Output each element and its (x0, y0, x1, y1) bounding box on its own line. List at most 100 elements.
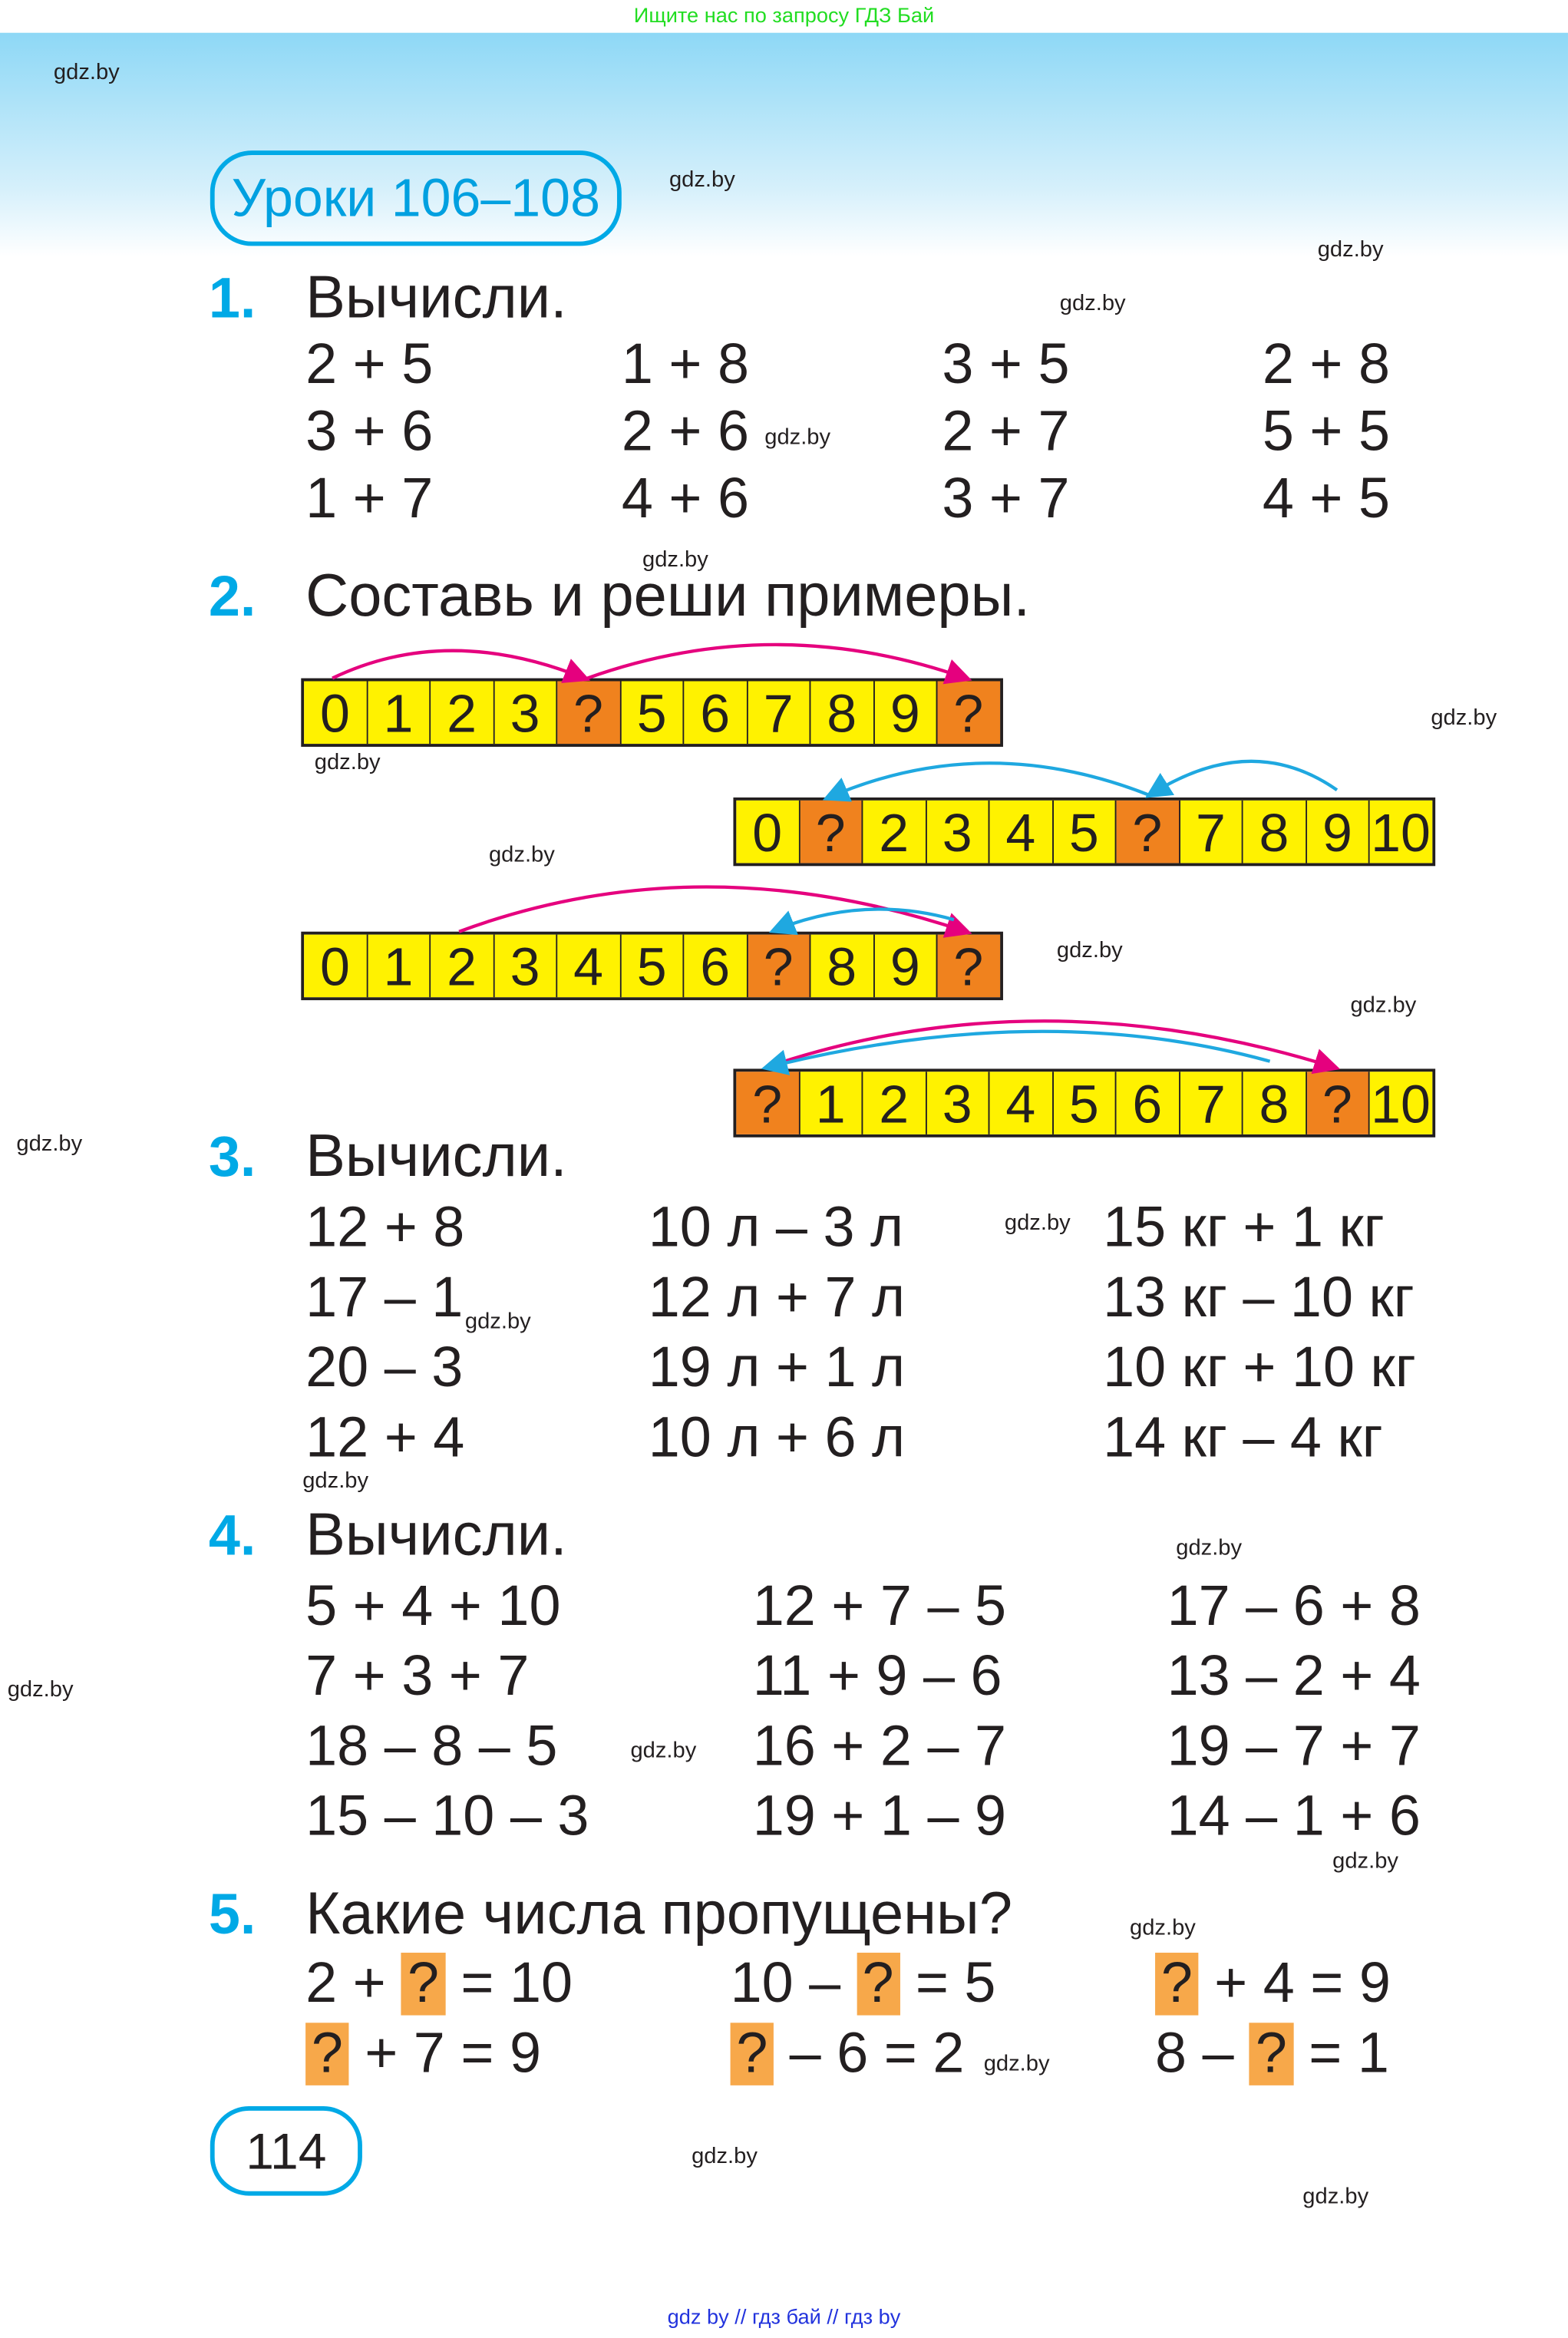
number-cell: 10 (1369, 800, 1432, 864)
watermark: gdz.by (53, 59, 120, 85)
missing-number-equation: 10 – ? = 5 (731, 1951, 996, 2016)
missing-number-equation: ? – 6 = 2 (730, 2021, 964, 2086)
arrow-magenta (586, 642, 972, 685)
number-cell: 2 (431, 681, 494, 745)
number-cell: 3 (926, 800, 990, 864)
watermark: gdz.by (668, 167, 735, 193)
watermark: gdz.by (1004, 1210, 1071, 1236)
task-3-number: 3. (208, 1127, 256, 1190)
watermark: gdz.by (1056, 937, 1123, 963)
number-cell: 2 (863, 1072, 926, 1134)
arrow-magenta (332, 649, 591, 683)
missing-number-equation: ? + 7 = 9 (305, 2021, 541, 2086)
exercise: 12 + 7 – 5 (752, 1575, 1007, 1639)
missing-number-box[interactable]: ? (856, 1953, 900, 2016)
exercise: 15 кг + 1 кг (1103, 1197, 1385, 1260)
number-cell: 3 (494, 934, 558, 998)
watermark: gdz.by (1332, 1848, 1398, 1874)
watermark: gdz.by (7, 1676, 74, 1702)
watermark: gdz.by (464, 1309, 531, 1335)
task-1-heading: Вычисли. (305, 265, 567, 332)
arrow-cyan (1145, 759, 1339, 798)
ad-banner-top[interactable]: Ищите нас по запросу ГДЗ Бай (633, 2, 935, 27)
number-cell: 9 (873, 934, 938, 998)
number-line: ? 1 2 3 4 5 6 7 8? 10 (733, 1068, 1435, 1138)
task-5-heading: Какие числа пропущены? (305, 1881, 1013, 1947)
number-cell: 3 (926, 1072, 990, 1134)
exercise: 12 л + 7 л (648, 1266, 906, 1330)
exercise: 2 + 5 (305, 334, 434, 397)
watermark: gdz.by (692, 2143, 758, 2169)
exercise: 14 – 1 + 6 (1167, 1785, 1421, 1849)
missing-number-cell: ? (799, 800, 863, 864)
number-cell: 0 (736, 800, 800, 864)
missing-number-cell: ? (747, 934, 811, 998)
ad-banner-bottom[interactable]: gdz by // гдз бай // гдз by (667, 2304, 901, 2329)
missing-number-cell: ? (937, 681, 1000, 745)
exercise: 5 + 5 (1262, 401, 1391, 464)
exercise: 12 + 8 (305, 1197, 465, 1260)
watermark: gdz.by (630, 1738, 697, 1764)
watermark: gdz.by (1059, 290, 1126, 316)
jump-arrows (332, 642, 1341, 1075)
exercise: 4 + 6 (621, 467, 750, 531)
missing-number-cell: ? (736, 1072, 800, 1134)
exercise: 14 кг – 4 кг (1103, 1407, 1383, 1470)
watermark: gdz.by (1130, 1915, 1196, 1941)
number-cell: 6 (684, 934, 748, 998)
equation-part: = 1 (1292, 2023, 1389, 2085)
missing-number-box[interactable]: ? (401, 1953, 445, 2016)
exercise: 17 – 1 (305, 1266, 464, 1330)
number-cell: 1 (367, 681, 431, 745)
exercise: 2 + 7 (942, 401, 1070, 464)
number-cell: 8 (1243, 1072, 1307, 1134)
number-line: 0 1 2 3? 5 6 7 8 9? (301, 678, 1002, 747)
number-cell: 9 (1306, 800, 1370, 864)
number-cell: 1 (367, 934, 431, 998)
page-number: 114 (210, 2106, 362, 2196)
number-cell: 6 (1116, 1072, 1180, 1134)
missing-number-box[interactable]: ? (1249, 2023, 1293, 2085)
missing-number-cell: ? (557, 681, 621, 745)
number-line: 0 1 2 3 4 5 6? 8 9? (301, 931, 1002, 1001)
exercise: 19 – 7 + 7 (1167, 1716, 1421, 1778)
number-cell: 4 (557, 934, 621, 998)
watermark: gdz.by (488, 842, 555, 868)
arrow-cyan (768, 907, 955, 936)
missing-number-cell: ? (1116, 800, 1180, 864)
exercise: 17 – 6 + 8 (1167, 1575, 1421, 1639)
number-cell: 3 (494, 681, 558, 745)
exercise: 1 + 8 (621, 334, 750, 397)
number-line: 0? 2 3 4 5? 7 8 9 10 (733, 797, 1435, 867)
lesson-title: Уроки 106–108 (210, 150, 622, 246)
exercise: 11 + 9 – 6 (752, 1645, 1002, 1709)
number-cell: 9 (873, 681, 938, 745)
missing-number-box[interactable]: ? (730, 2023, 774, 2085)
number-cell: 7 (1180, 1072, 1243, 1134)
watermark: gdz.by (1317, 236, 1384, 263)
equation-part: 8 – (1155, 2023, 1250, 2085)
task-5-number: 5. (208, 1884, 256, 1947)
task-1-number: 1. (208, 268, 256, 332)
watermark: gdz.by (314, 749, 381, 775)
equation-part: = 5 (900, 1953, 996, 2016)
task-2-heading: Составь и реши примеры. (305, 563, 1031, 629)
missing-number-equation: 2 + ? = 10 (305, 1951, 573, 2016)
watermark: gdz.by (764, 424, 831, 451)
missing-number-cell: ? (937, 934, 1000, 998)
number-cell: 2 (863, 800, 926, 864)
missing-number-box[interactable]: ? (305, 2023, 349, 2085)
exercise: 3 + 6 (305, 401, 434, 464)
arrow-cyan (761, 1029, 1271, 1075)
number-cell: 10 (1369, 1072, 1432, 1134)
watermark: gdz.by (302, 1468, 369, 1494)
watermark: gdz.by (642, 547, 708, 573)
exercise: 12 + 4 (305, 1407, 465, 1470)
equation-part: = 10 (444, 1953, 573, 2016)
exercise: 10 л – 3 л (648, 1197, 904, 1260)
exercise: 13 кг – 10 кг (1103, 1266, 1415, 1330)
missing-number-box[interactable]: ? (1155, 1953, 1199, 2016)
watermark: gdz.by (1176, 1535, 1243, 1561)
exercise: 19 л + 1 л (648, 1336, 906, 1400)
